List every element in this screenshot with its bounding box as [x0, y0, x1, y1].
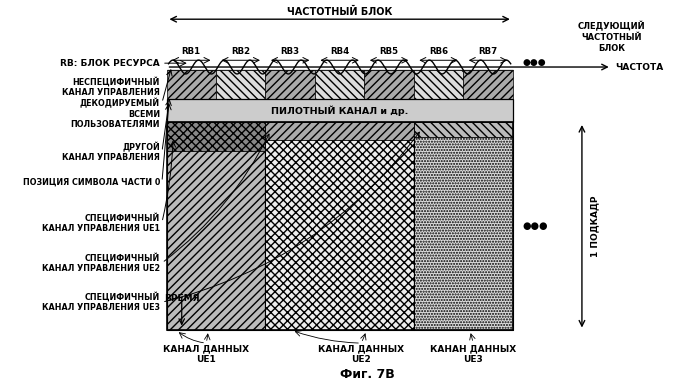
- Text: RB7: RB7: [478, 46, 498, 55]
- Bar: [265, 70, 315, 99]
- Text: КАНАЛ ДАННЫХ
UE2: КАНАЛ ДАННЫХ UE2: [318, 345, 404, 364]
- Text: RB2: RB2: [231, 46, 251, 55]
- Text: RB1: RB1: [181, 46, 201, 55]
- Bar: [414, 122, 513, 137]
- Bar: [167, 122, 265, 151]
- Text: ●●●: ●●●: [523, 58, 547, 67]
- Bar: [167, 122, 513, 330]
- Bar: [265, 122, 414, 140]
- Text: RB4: RB4: [330, 46, 349, 55]
- Bar: [216, 70, 265, 99]
- Bar: [414, 122, 513, 330]
- Text: СПЕЦИФИЧНЫЙ
КАНАЛ УПРАВЛЕНИЯ UE2: СПЕЦИФИЧНЫЙ КАНАЛ УПРАВЛЕНИЯ UE2: [42, 253, 160, 273]
- Text: ЧАСТОТНЫЙ БЛОК: ЧАСТОТНЫЙ БЛОК: [287, 7, 392, 17]
- Text: КАНАН ДАННЫХ
UE3: КАНАН ДАННЫХ UE3: [430, 345, 517, 364]
- Text: ПОЗИЦИЯ СИМВОЛА ЧАСТИ 0: ПОЗИЦИЯ СИМВОЛА ЧАСТИ 0: [22, 177, 160, 187]
- Text: Фиг. 7В: Фиг. 7В: [340, 368, 395, 381]
- Text: RB5: RB5: [380, 46, 399, 55]
- Text: RB: БЛОК РЕСУРСА: RB: БЛОК РЕСУРСА: [60, 59, 160, 68]
- Bar: [167, 99, 513, 122]
- Text: СПЕЦИФИЧНЫЙ
КАНАЛ УПРАВЛЕНИЯ UE3: СПЕЦИФИЧНЫЙ КАНАЛ УПРАВЛЕНИЯ UE3: [42, 292, 160, 312]
- Bar: [315, 70, 364, 99]
- Text: ●●●: ●●●: [523, 221, 548, 231]
- Bar: [364, 70, 414, 99]
- Text: ПИЛОТНЫЙ КАНАЛ и др.: ПИЛОТНЫЙ КАНАЛ и др.: [271, 105, 408, 116]
- Bar: [167, 122, 265, 330]
- Text: RB6: RB6: [429, 46, 448, 55]
- Bar: [414, 70, 463, 99]
- Bar: [167, 70, 216, 99]
- Text: RB3: RB3: [281, 46, 299, 55]
- Text: НЕСПЕЦИФИЧНЫЙ
КАНАЛ УПРАВЛЕНИЯ
ДЕКОДИРУЕМЫЙ
ВСЕМИ
ПОЛЬЗОВАТЕЛЯМИ: НЕСПЕЦИФИЧНЫЙ КАНАЛ УПРАВЛЕНИЯ ДЕКОДИРУЕ…: [62, 76, 160, 129]
- Text: ВРЕМЯ: ВРЕМЯ: [164, 294, 200, 303]
- Text: ЧАСТОТА: ЧАСТОТА: [615, 63, 663, 72]
- Text: СПЕЦИФИЧНЫЙ
КАНАЛ УПРАВЛЕНИЯ UE1: СПЕЦИФИЧНЫЙ КАНАЛ УПРАВЛЕНИЯ UE1: [42, 212, 160, 233]
- Text: СЛЕДУЮЩИЙ
ЧАСТОТНЫЙ
БЛОК: СЛЕДУЮЩИЙ ЧАСТОТНЫЙ БЛОК: [578, 21, 646, 53]
- Text: 1 ПОДКАДР: 1 ПОДКАДР: [590, 195, 599, 257]
- Text: ДРУГОЙ
КАНАЛ УПРАВЛЕНИЯ: ДРУГОЙ КАНАЛ УПРАВЛЕНИЯ: [62, 142, 160, 162]
- Bar: [463, 70, 513, 99]
- Text: КАНАЛ ДАННЫХ
UE1: КАНАЛ ДАННЫХ UE1: [163, 345, 249, 364]
- Bar: [265, 122, 414, 330]
